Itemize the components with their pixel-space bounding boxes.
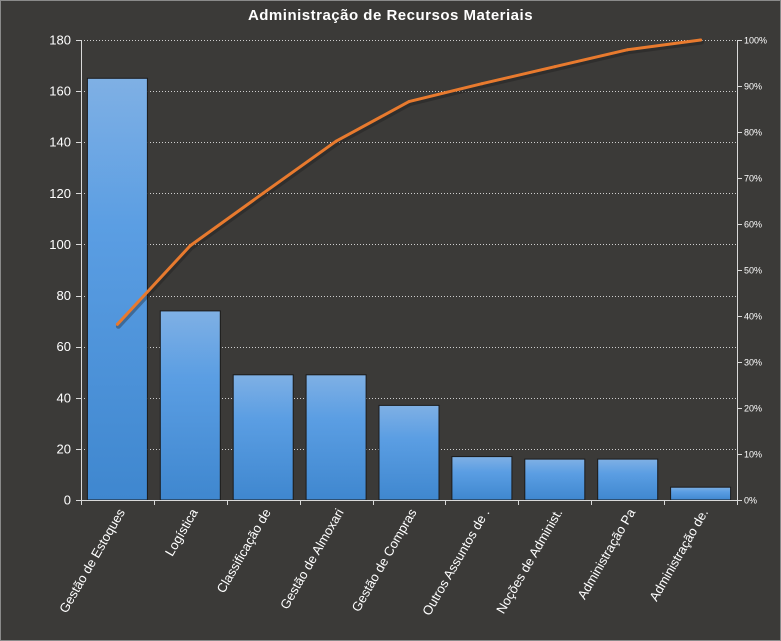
x-tick-label: Outros Assuntos de .: [419, 506, 492, 618]
bar: [305, 374, 367, 501]
y-tick-label: 40: [57, 390, 71, 405]
x-tick-label: Noções de Administ.: [493, 506, 565, 616]
y2-tick-label: 80%: [744, 128, 762, 138]
y2-tick-label: 60%: [744, 220, 762, 230]
line-shadow: [115, 39, 705, 329]
y-tick-label: 180: [49, 33, 71, 48]
bar: [86, 77, 148, 501]
bar: [524, 458, 586, 501]
y2-tick-label: 50%: [744, 266, 762, 276]
cumulative-line: [115, 38, 703, 326]
y2-tick-label: 40%: [744, 312, 762, 322]
y2-tick-label: 0%: [744, 496, 757, 506]
line-point: [115, 322, 119, 326]
gridlines: [81, 40, 737, 450]
x-tick-label: Gestão de Compras: [348, 506, 419, 615]
y2-tick-label: 20%: [744, 404, 762, 414]
chart-title: Administração de Recursos Materiais: [247, 7, 534, 24]
y-tick-label: 100: [49, 237, 71, 252]
y2-tick-label: 70%: [744, 174, 762, 184]
y2-tick-label: 100%: [744, 36, 767, 46]
x-axis-tick-labels: Gestão de Estoques Logística Classificação…: [56, 505, 711, 618]
line-point: [261, 191, 265, 195]
y-tick-label: 160: [49, 84, 71, 99]
secondary-y-axis-tick-labels: 0% 10% 20% 30% 40% 50% 60% 70% 80% 90% 100%: [744, 36, 767, 506]
bar: [378, 404, 440, 501]
line-point: [626, 48, 630, 52]
y-tick-label: 80: [57, 288, 71, 303]
line-point: [553, 65, 557, 69]
x-tick-label: Classificação de: [213, 506, 273, 595]
y-tick-label: 140: [49, 135, 71, 150]
y-axis-tick-labels: 0 20 40 60 80 100 120 140 160 180: [49, 33, 71, 508]
bar: [451, 456, 513, 501]
y-tick-label: 20: [57, 441, 71, 456]
axes: [76, 40, 742, 505]
y-tick-label: 0: [64, 493, 71, 508]
cumulative-line-series: [115, 38, 705, 329]
line-point: [480, 82, 484, 86]
y2-tick-label: 90%: [744, 82, 762, 92]
x-tick-label: Administração de.: [646, 506, 711, 604]
line-point: [334, 139, 338, 143]
y2-tick-label: 30%: [744, 358, 762, 368]
bar: [232, 374, 294, 501]
bar: [670, 486, 732, 501]
y-tick-label: 60: [57, 339, 71, 354]
line-point: [407, 100, 411, 104]
bar-series: [86, 77, 732, 501]
line-point: [699, 38, 703, 42]
bar: [159, 310, 221, 501]
line-point: [188, 244, 192, 248]
bar: [597, 458, 659, 501]
x-tick-label: Gestão de Almoxari: [277, 506, 347, 612]
y2-tick-label: 10%: [744, 450, 762, 460]
x-tick-label: Logística: [162, 505, 201, 558]
x-tick-label: Administração Pa: [574, 505, 638, 601]
y-tick-label: 120: [49, 186, 71, 201]
x-tick-label: Gestão de Estoques: [56, 506, 128, 616]
